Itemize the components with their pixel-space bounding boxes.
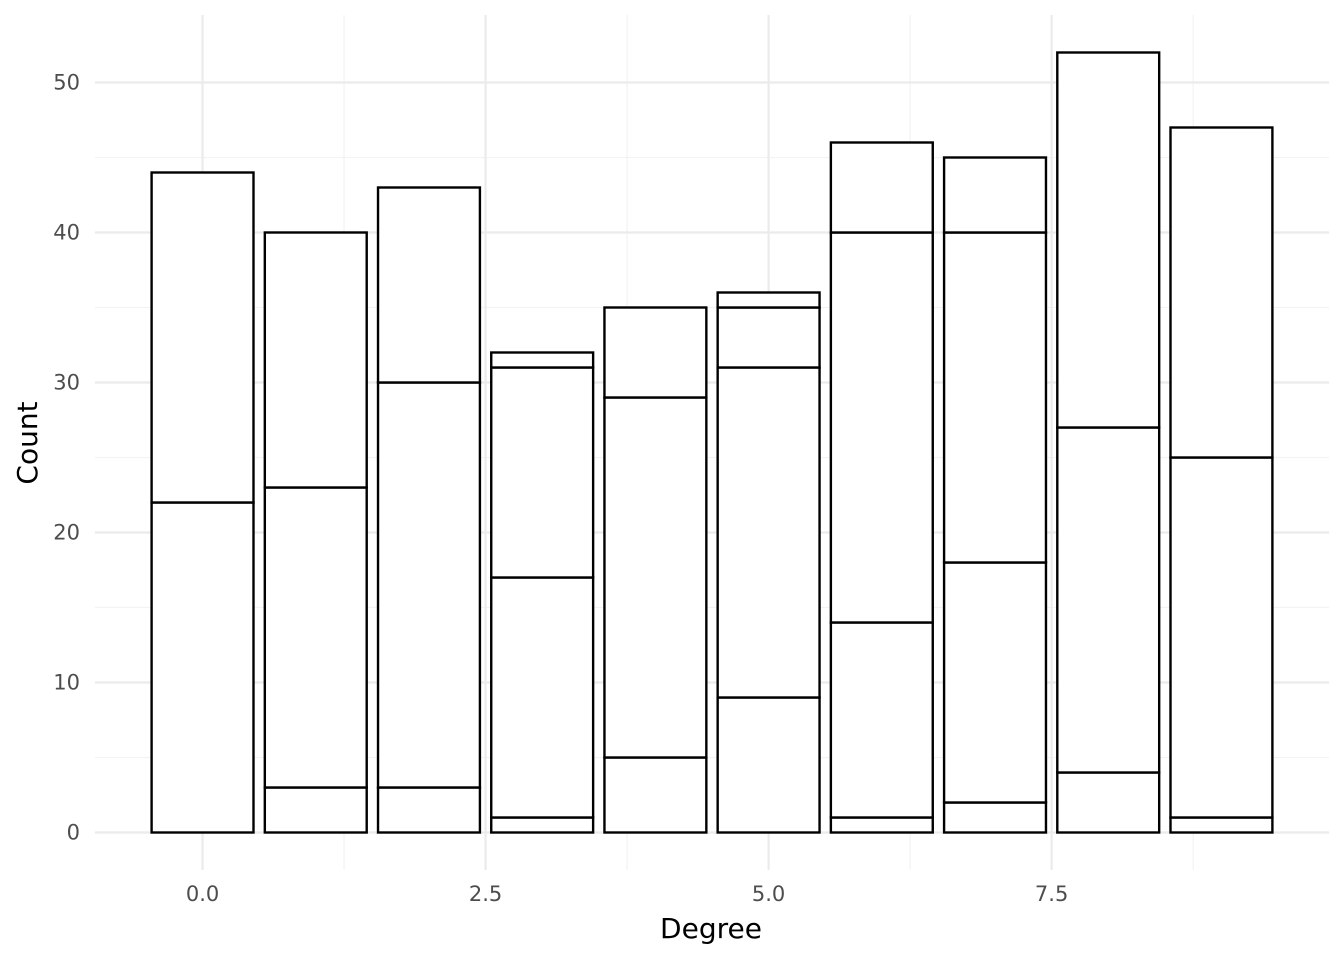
- bar-segment: [603, 306, 708, 399]
- bar-segment: [490, 576, 595, 819]
- bar-segment: [603, 396, 708, 759]
- x-tick-label: 2.5: [469, 882, 502, 906]
- bar-stack-8: [1056, 51, 1161, 834]
- bar-segment: [263, 786, 368, 834]
- y-tick-label: 30: [53, 371, 80, 395]
- bar-segment: [263, 486, 368, 789]
- x-axis-title: Degree: [660, 912, 762, 945]
- y-tick-label: 10: [53, 671, 80, 695]
- bar-stack-9: [1169, 126, 1274, 834]
- bar-stack-6: [829, 141, 934, 834]
- bar-segment: [376, 381, 482, 789]
- bar-segment: [150, 171, 255, 504]
- bar-segment: [1169, 456, 1274, 819]
- bar-segment: [263, 231, 368, 489]
- bar-segment: [829, 816, 934, 834]
- bar-segment: [150, 501, 255, 834]
- bar-segment: [942, 156, 1048, 234]
- x-tick-label: 7.5: [1035, 882, 1068, 906]
- bar-segment: [829, 231, 934, 624]
- bar-segment: [490, 351, 595, 369]
- bar-segment: [1056, 426, 1161, 774]
- bar-segment: [716, 291, 821, 309]
- bar-stack-0: [150, 171, 255, 834]
- bar-stack-1: [263, 231, 368, 834]
- bars: [150, 51, 1274, 834]
- bar-stack-5: [716, 291, 821, 834]
- y-axis-ticks: 0 10 20 30 40 50: [53, 71, 80, 845]
- bar-stack-2: [376, 186, 482, 834]
- bar-segment: [490, 366, 595, 579]
- y-tick-label: 20: [53, 521, 80, 545]
- bar-stack-3: [490, 351, 595, 834]
- bar-stack-4: [603, 306, 708, 834]
- x-axis-ticks: 0.0 2.5 5.0 7.5: [186, 882, 1068, 906]
- bar-segment: [942, 561, 1048, 804]
- bar-segment: [716, 366, 821, 699]
- bar-segment: [1169, 816, 1274, 834]
- bar-segment: [829, 621, 934, 819]
- bar-segment: [1169, 126, 1274, 459]
- bar-segment: [942, 231, 1048, 564]
- bar-segment: [829, 141, 934, 234]
- bar-segment: [1056, 771, 1161, 834]
- y-tick-label: 40: [53, 221, 80, 245]
- bar-segment: [490, 816, 595, 834]
- bar-segment: [376, 186, 482, 384]
- x-tick-label: 0.0: [186, 882, 219, 906]
- bar-segment: [716, 306, 821, 369]
- x-tick-label: 5.0: [752, 882, 785, 906]
- y-tick-label: 0: [67, 821, 80, 845]
- bar-segment: [376, 786, 482, 834]
- bar-segment: [716, 696, 821, 834]
- bar-segment: [942, 801, 1048, 834]
- bar-stack-7: [942, 156, 1048, 834]
- y-tick-label: 50: [53, 71, 80, 95]
- bar-segment: [603, 756, 708, 834]
- y-axis-title: Count: [11, 401, 44, 484]
- bar-segment: [1056, 51, 1161, 429]
